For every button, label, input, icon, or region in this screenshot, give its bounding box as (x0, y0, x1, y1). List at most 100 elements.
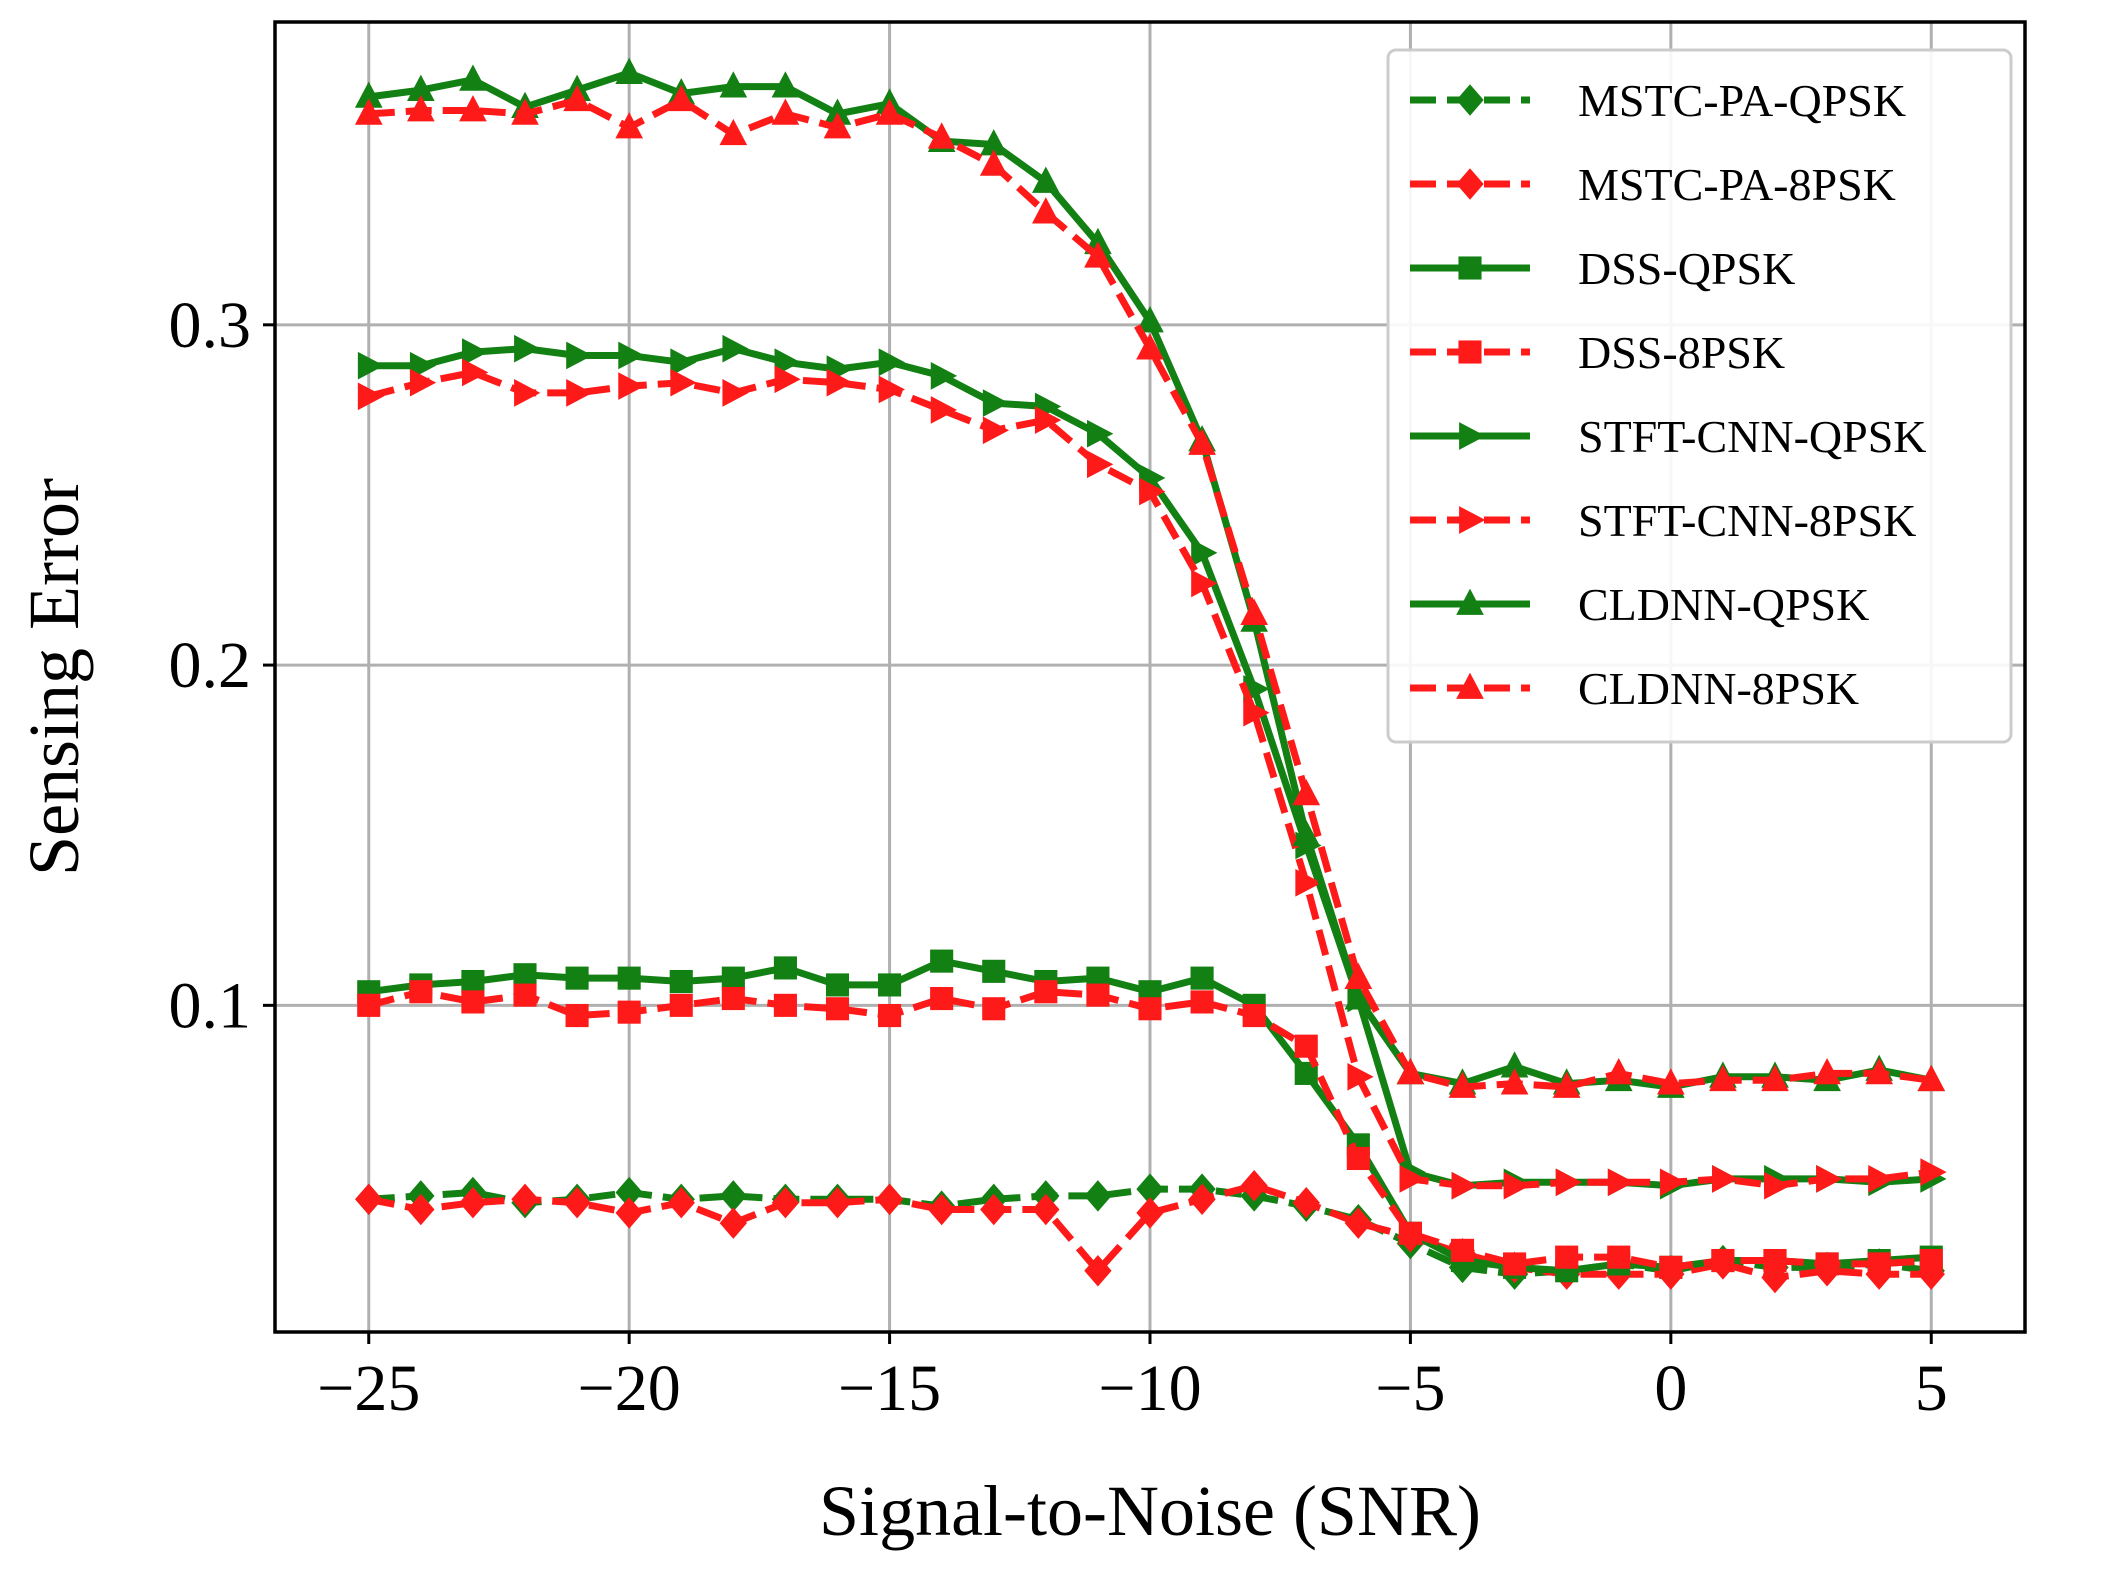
data-point (1659, 1255, 1683, 1279)
data-point (1607, 1245, 1631, 1269)
data-point (825, 973, 850, 997)
y-tick-label: 0.3 (169, 289, 252, 362)
data-point (1500, 1068, 1529, 1095)
data-point (1087, 419, 1114, 448)
data-point (669, 969, 693, 994)
data-point (1552, 1071, 1581, 1098)
data-point (566, 341, 593, 370)
data-point (875, 98, 904, 125)
data-point (565, 1004, 589, 1028)
data-point (1242, 1004, 1266, 1028)
legend: MSTC-PA-QPSK MSTC-PA-8PSK DSS-QPSK DSS-8PSK… (1386, 48, 2013, 744)
data-point (1555, 1168, 1583, 1197)
data-point (1034, 406, 1062, 434)
data-point (719, 118, 748, 146)
data-point (1034, 980, 1058, 1004)
data-point (1136, 306, 1164, 333)
data-point (670, 348, 697, 377)
data-point (773, 956, 797, 980)
data-point (409, 980, 433, 1004)
data-point (930, 949, 954, 973)
data-point (566, 379, 593, 407)
data-point (1032, 166, 1060, 193)
data-point (1084, 1180, 1112, 1212)
x-tick-label: 0 (1654, 1352, 1687, 1425)
data-point (1398, 1221, 1422, 1245)
data-point (617, 1000, 641, 1024)
data-point (1190, 966, 1214, 990)
data-point (1503, 1171, 1530, 1200)
series-dss-8psk (357, 980, 1943, 1279)
legend-marker (1456, 84, 1484, 116)
data-point (1188, 1183, 1216, 1216)
data-point (618, 372, 645, 400)
data-point (461, 969, 485, 994)
data-point (355, 1183, 383, 1216)
series-cldnn-8psk (354, 84, 1946, 1098)
x-tick-label: 5 (1915, 1352, 1948, 1425)
data-point (722, 334, 749, 363)
data-point (1555, 1245, 1579, 1269)
data-point (354, 98, 383, 125)
data-point (1503, 1252, 1527, 1276)
data-point (1191, 538, 1218, 567)
data-point (667, 84, 696, 112)
x-tick-label: −25 (317, 1352, 420, 1425)
data-point (670, 368, 697, 397)
ticks: −25 −20 −15 −10 −5 0 5 0.1 0.2 0.3 (169, 289, 1948, 1425)
data-point (1761, 1064, 1789, 1092)
legend-box (1386, 48, 2013, 744)
data-point (722, 379, 749, 407)
data-point (773, 993, 797, 1017)
data-point (823, 1186, 852, 1219)
data-point (409, 368, 437, 397)
data-point (1448, 1071, 1477, 1098)
x-tick-label: −10 (1098, 1352, 1201, 1425)
data-point (1763, 1248, 1787, 1273)
data-point (982, 389, 1010, 417)
data-point (1295, 869, 1322, 897)
data-point (878, 1004, 902, 1028)
data-point (774, 348, 801, 377)
data-point (982, 416, 1010, 445)
data-point (1032, 1193, 1060, 1226)
data-point (1865, 1058, 1893, 1085)
data-point (823, 112, 852, 139)
y-tick-label: 0.1 (169, 969, 252, 1042)
data-point (771, 71, 800, 98)
data-point (513, 963, 537, 987)
data-point (1346, 1146, 1370, 1171)
data-point (1711, 1248, 1735, 1273)
data-point (1764, 1171, 1791, 1200)
data-point (1191, 569, 1218, 598)
series-layer (354, 57, 1947, 1294)
data-point (357, 351, 385, 380)
data-point (878, 973, 902, 997)
data-point (1607, 1168, 1635, 1197)
data-point (1761, 1261, 1789, 1294)
data-point (409, 351, 437, 380)
data-point (1919, 1248, 1943, 1273)
data-point (357, 382, 385, 411)
legend-marker (1456, 672, 1484, 699)
data-point (1712, 1165, 1739, 1193)
data-point (1032, 197, 1060, 224)
data-point (771, 98, 800, 125)
data-point (980, 1193, 1008, 1226)
data-point (462, 358, 489, 387)
data-point (719, 1207, 747, 1239)
data-point (1136, 1197, 1164, 1229)
data-point (1084, 241, 1112, 268)
data-point (1813, 1058, 1841, 1085)
data-point (1396, 1058, 1425, 1085)
data-point (617, 966, 641, 990)
data-point (669, 993, 693, 1017)
data-point (825, 997, 850, 1021)
data-point (1243, 698, 1270, 727)
data-point (1917, 1064, 1946, 1092)
data-point (1399, 1165, 1426, 1193)
x-axis-title: Signal-to-Noise (SNR) (819, 1471, 1481, 1551)
data-point (461, 990, 485, 1014)
data-point (1657, 1068, 1685, 1095)
